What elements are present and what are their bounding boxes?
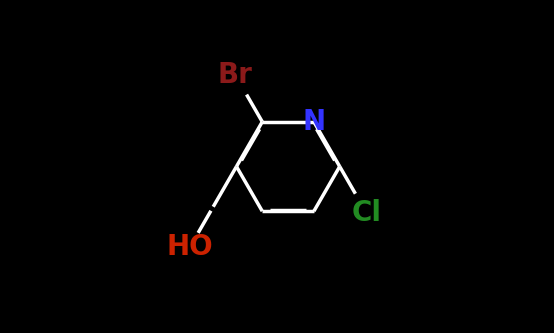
Text: Cl: Cl bbox=[352, 199, 382, 227]
Text: Br: Br bbox=[218, 61, 253, 89]
Text: HO: HO bbox=[167, 233, 213, 261]
Text: N: N bbox=[302, 108, 325, 136]
